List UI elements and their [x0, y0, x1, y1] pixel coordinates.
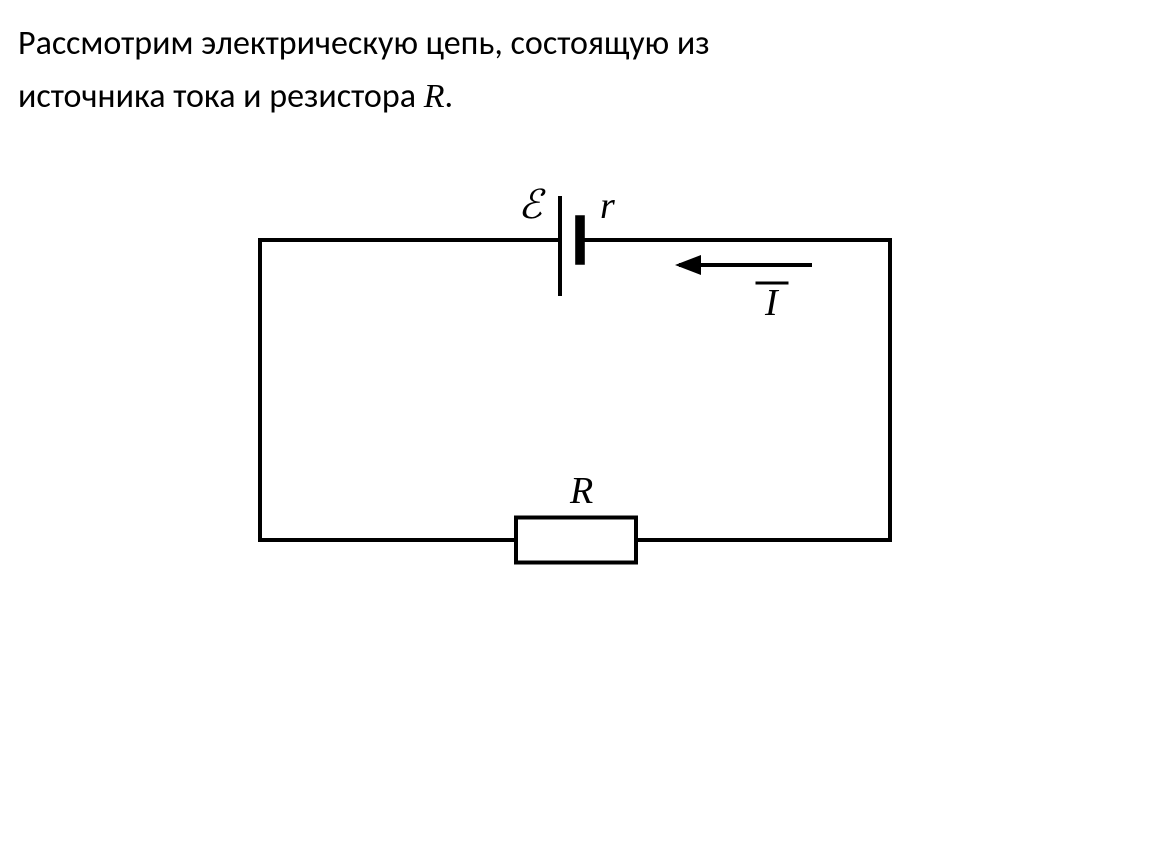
current-label: I — [764, 282, 780, 324]
description-text: Рассмотрим электрическую цепь, состоящую… — [18, 18, 1118, 123]
circuit-svg: ℰr I R — [200, 170, 950, 650]
current-arrow-head — [675, 255, 701, 275]
resistor-label: R — [569, 470, 593, 512]
text-line2-var: R — [424, 78, 445, 115]
text-line2-prefix: источника тока и резистора — [18, 76, 424, 117]
text-line2-suffix: . — [444, 76, 453, 117]
resistor-box — [516, 518, 636, 563]
text-line1: Рассмотрим электрическую цепь, состоящую… — [18, 23, 710, 64]
internal-r-label: r — [600, 185, 615, 227]
emf-label: ℰ — [518, 182, 546, 227]
circuit-diagram: ℰr I R — [200, 170, 950, 650]
